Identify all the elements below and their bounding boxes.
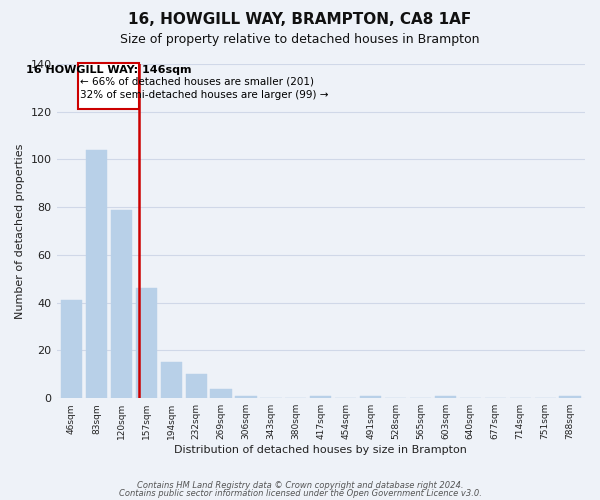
Text: Contains HM Land Registry data © Crown copyright and database right 2024.: Contains HM Land Registry data © Crown c… (137, 481, 463, 490)
Bar (211, 388, 232, 398)
Bar (61, 300, 82, 398)
Bar (435, 396, 456, 398)
Bar (136, 288, 157, 398)
Bar (185, 374, 207, 398)
Bar (310, 396, 331, 398)
FancyBboxPatch shape (79, 63, 139, 110)
Text: ← 66% of detached houses are smaller (201): ← 66% of detached houses are smaller (20… (80, 77, 314, 87)
Bar (235, 396, 257, 398)
Y-axis label: Number of detached properties: Number of detached properties (15, 144, 25, 319)
Bar (559, 396, 581, 398)
Text: 16 HOWGILL WAY: 146sqm: 16 HOWGILL WAY: 146sqm (26, 65, 191, 75)
Bar (360, 396, 381, 398)
Text: 32% of semi-detached houses are larger (99) →: 32% of semi-detached houses are larger (… (80, 90, 329, 100)
Text: Size of property relative to detached houses in Brampton: Size of property relative to detached ho… (120, 32, 480, 46)
Bar (111, 210, 132, 398)
X-axis label: Distribution of detached houses by size in Brampton: Distribution of detached houses by size … (175, 445, 467, 455)
Bar (161, 362, 182, 398)
Text: 16, HOWGILL WAY, BRAMPTON, CA8 1AF: 16, HOWGILL WAY, BRAMPTON, CA8 1AF (128, 12, 472, 28)
Bar (86, 150, 107, 398)
Text: Contains public sector information licensed under the Open Government Licence v3: Contains public sector information licen… (119, 488, 481, 498)
